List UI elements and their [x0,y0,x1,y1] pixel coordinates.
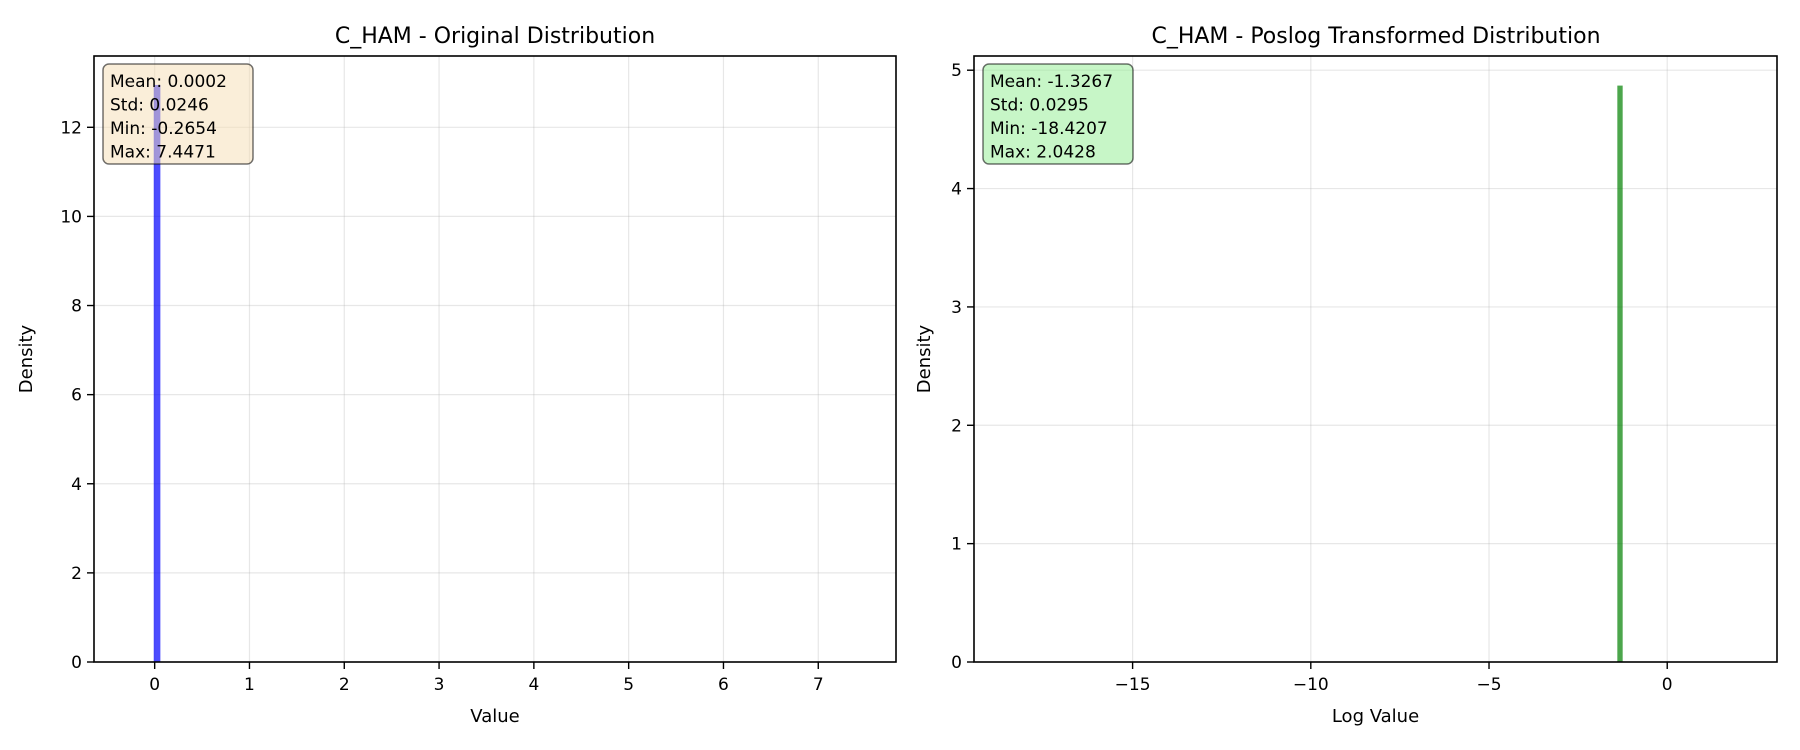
stats-line: Min: -18.4207 [990,119,1108,139]
histogram-bar [1617,85,1623,662]
y-tick-label: 4 [951,180,962,200]
x-tick-label: 3 [434,675,445,695]
stats-line: Std: 0.0295 [990,96,1089,116]
chart-title: C_HAM - Poslog Transformed Distribution [1151,24,1600,49]
stats-line: Max: 7.4471 [110,143,216,163]
y-axis-label: Density [914,324,935,393]
x-axis-label: Value [470,706,519,727]
y-tick-label: 5 [951,61,962,81]
y-tick-label: 0 [951,653,962,673]
histogram-bar [153,84,161,662]
x-axis-label: Log Value [1332,706,1419,727]
stats-line: Max: 2.0428 [990,143,1096,163]
x-tick-label: 1 [244,675,255,695]
x-tick-label: 6 [718,675,729,695]
y-tick-label: 12 [60,118,82,138]
x-tick-label: 5 [623,675,634,695]
y-tick-label: 2 [951,416,962,436]
axes-frame [93,55,897,663]
stats-line: Min: -0.2654 [110,119,217,139]
y-tick-label: 4 [71,475,82,495]
y-tick-label: 8 [71,297,82,317]
x-tick-label: 7 [813,675,824,695]
y-tick-label: 2 [71,564,82,584]
stats-box [102,63,254,165]
stats-line: Mean: 0.0002 [110,72,227,92]
y-tick-label: 0 [71,653,82,673]
y-tick-label: 3 [951,298,962,318]
y-tick-label: 10 [60,207,82,227]
x-tick-label: 2 [339,675,350,695]
stats-box [982,63,1134,165]
x-tick-label: 4 [528,675,539,695]
axes-frame [973,55,1778,663]
y-axis-label: Density [16,324,37,393]
x-tick-label: −5 [1476,675,1501,695]
stats-line: Mean: -1.3267 [990,72,1113,92]
x-tick-label: 0 [1662,675,1673,695]
y-tick-label: 1 [951,535,962,555]
chart-title: C_HAM - Original Distribution [335,24,655,49]
x-tick-label: −10 [1293,675,1329,695]
x-tick-label: 0 [149,675,160,695]
chart-panel-2: −15 −10 −5 0 0 1 2 3 4 5 C_HAM - Poslog Transforme… [914,24,1778,727]
y-tick-label: 6 [71,386,82,406]
stats-line: Std: 0.0246 [110,96,209,116]
x-tick-label: −15 [1115,675,1151,695]
